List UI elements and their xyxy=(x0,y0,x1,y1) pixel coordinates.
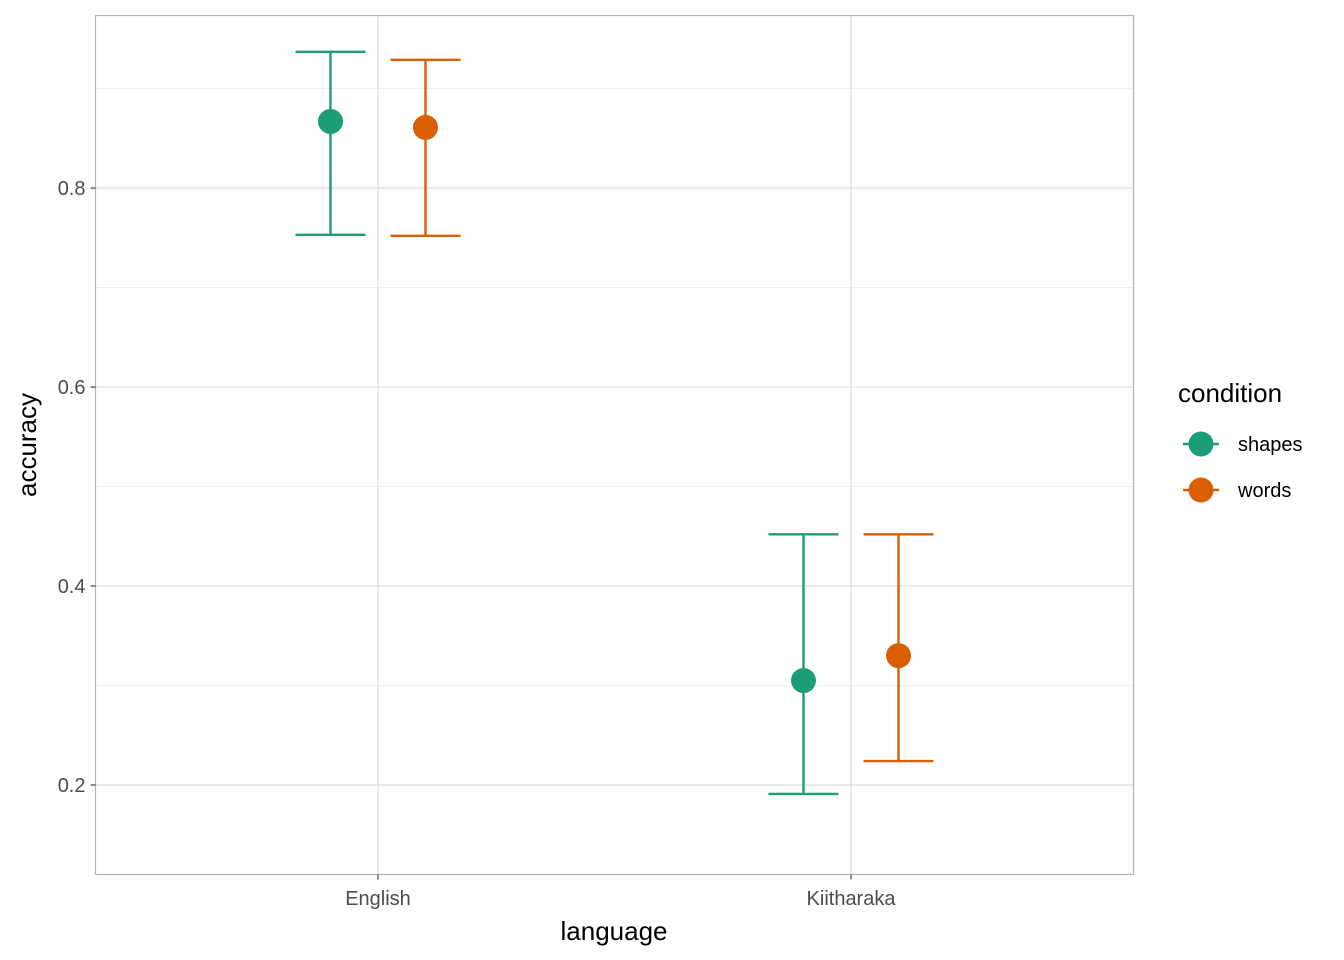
y-axis: 0.2 0.4 0.6 0.8 xyxy=(58,178,96,797)
x-axis: English Kiitharaka xyxy=(345,874,897,910)
x-tick-label: English xyxy=(345,888,411,910)
legend-key-point-shapes xyxy=(1188,431,1214,457)
legend: condition shapes words xyxy=(1178,378,1303,503)
x-axis-title: language xyxy=(561,916,668,946)
y-tick-label: 0.6 xyxy=(58,377,86,399)
plot-panel xyxy=(95,15,1134,875)
legend-label-words: words xyxy=(1237,480,1291,502)
major-grid xyxy=(95,15,1134,875)
legend-label-shapes: shapes xyxy=(1238,434,1303,456)
series-layer xyxy=(295,50,934,796)
legend-key-point-words xyxy=(1188,477,1214,503)
point-shapes xyxy=(791,668,816,694)
y-tick-label: 0.2 xyxy=(58,775,86,797)
y-tick-label: 0.8 xyxy=(58,178,86,200)
y-axis-title: accuracy xyxy=(12,393,42,497)
point-words xyxy=(413,114,438,140)
point-shapes xyxy=(318,108,343,134)
point-words xyxy=(886,643,911,669)
x-tick-label: Kiitharaka xyxy=(807,888,897,910)
legend-title: condition xyxy=(1178,378,1282,408)
y-tick-label: 0.4 xyxy=(58,576,86,598)
minor-grid xyxy=(95,88,1134,686)
plot-border xyxy=(94,14,1135,876)
